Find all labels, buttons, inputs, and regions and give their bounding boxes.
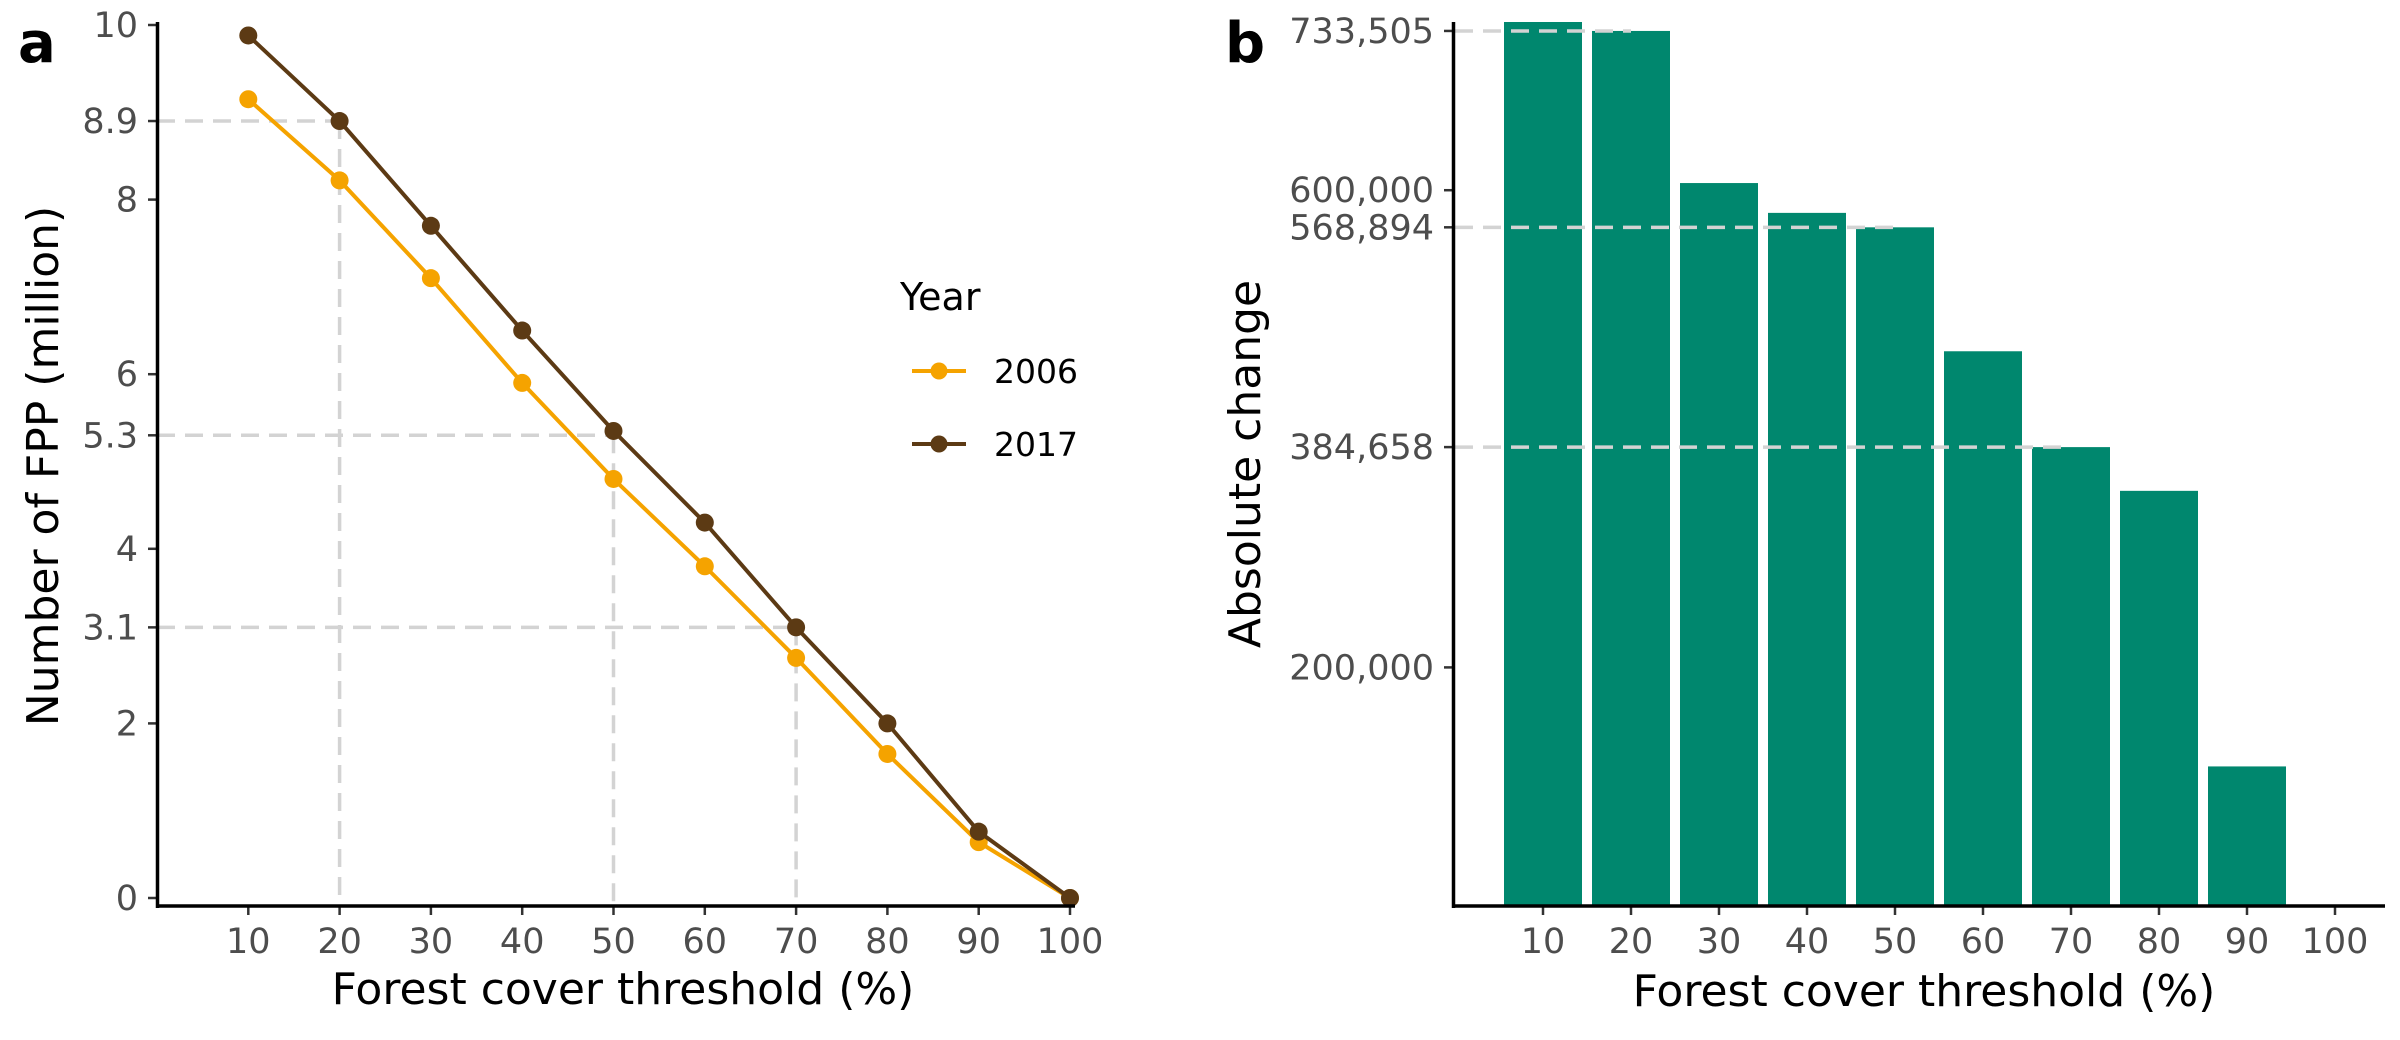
panel-a-y-tick-label-6: 8 — [116, 181, 138, 221]
panel-a-y-tick-label-7: 8.9 — [82, 102, 138, 142]
panel-b-x-tick-label-5: 60 — [1961, 922, 2006, 962]
panel-b-label: b — [1225, 11, 1265, 76]
point-2017-100 — [1061, 889, 1079, 907]
panel-b-x-tick-label-7: 80 — [2137, 922, 2182, 962]
legend-label-2006: 2006 — [994, 352, 1078, 391]
point-2006-60 — [695, 557, 714, 576]
legend-title: Year — [899, 275, 981, 319]
panel-b-x-tick-label-6: 70 — [2049, 922, 2094, 962]
panel-a-guides — [157, 119, 798, 906]
panel-a-y-tick-label-2: 3.1 — [82, 608, 138, 648]
panel-b-bars — [1504, 22, 2286, 907]
point-2006-10 — [239, 90, 258, 109]
point-2006-70 — [787, 648, 806, 667]
bar-90 — [2208, 766, 2286, 906]
panel-a-y-tick-label-4: 5.3 — [82, 416, 138, 456]
panel-a-x-axis-title: Forest cover threshold (%) — [332, 964, 915, 1015]
panel-b-x-tick-label-3: 40 — [1785, 922, 1830, 962]
bar-20 — [1592, 30, 1670, 906]
panel-a-x-tick-label-8: 90 — [956, 922, 1001, 962]
panel-a-y-tick-label-5: 6 — [116, 355, 138, 395]
panel-a-y-tick-label-3: 4 — [116, 530, 138, 570]
bar-30 — [1680, 183, 1758, 907]
bar-80 — [2120, 490, 2198, 906]
panel-a-x-tick-label-4: 50 — [591, 922, 636, 962]
panel-b-x-tick-label-1: 20 — [1609, 922, 1654, 962]
panel-b-y-tick-label-4: 733,505 — [1289, 12, 1434, 52]
point-2006-40 — [513, 373, 532, 392]
panel-a-x-tick-label-2: 30 — [409, 922, 454, 962]
point-2006-50 — [604, 469, 623, 488]
panel-a-x-tick-label-5: 60 — [683, 922, 728, 962]
panel-b-y-tick-label-1: 384,658 — [1289, 428, 1434, 468]
point-2017-80 — [878, 714, 897, 733]
point-2006-20 — [330, 171, 349, 190]
panel-a-series — [239, 26, 1079, 907]
panel-a-x-tick-label-0: 10 — [226, 922, 271, 962]
legend-swatch-point-2006 — [930, 362, 948, 380]
point-2017-50 — [604, 421, 623, 440]
panel-a-legend: Year 2006 2017 — [899, 275, 1078, 464]
point-2017-70 — [787, 618, 806, 637]
bar-70 — [2032, 447, 2110, 906]
legend-swatch-point-2017 — [930, 435, 948, 453]
panel-b-x-tick-label-9: 100 — [2302, 922, 2369, 962]
series-line-2006 — [246, 97, 1072, 900]
panel-a-y-tick-label-0: 0 — [116, 879, 138, 919]
panel-b-x-tick-label-0: 10 — [1521, 922, 1566, 962]
panel-a-x-tick-label-9: 100 — [1037, 922, 1104, 962]
panel-b-guides — [1455, 29, 2071, 449]
panel-b-x-axis-title: Forest cover threshold (%) — [1633, 966, 2216, 1017]
point-2017-10 — [239, 26, 258, 45]
panel-a-x-tick-label-1: 20 — [317, 922, 362, 962]
point-2017-20 — [330, 112, 349, 131]
panel-a-y-axis-title: Number of FPP (million) — [18, 206, 69, 726]
panel-b-y-axis-title: Absolute change — [1220, 280, 1271, 648]
panel-a-y-tick-label-8: 10 — [93, 6, 138, 46]
point-2017-60 — [695, 513, 714, 532]
point-2017-30 — [421, 216, 440, 235]
panel-b-y-tick-label-0: 200,000 — [1289, 648, 1434, 688]
panel-a-ticks: 0 2 3.1 4 5.3 6 8 8.9 10 10 20 30 40 50 60 70 80 90 100 — [82, 6, 1103, 962]
legend-label-2017: 2017 — [994, 425, 1078, 464]
panel-b-x-tick-label-4: 50 — [1873, 922, 1918, 962]
point-2017-40 — [513, 321, 532, 340]
bar-10 — [1504, 22, 1582, 906]
point-2006-30 — [421, 269, 440, 288]
panel-a-y-tick-label-1: 2 — [116, 704, 138, 744]
panel-a-x-tick-label-7: 80 — [865, 922, 910, 962]
panel-b-x-tick-label-8: 90 — [2225, 922, 2270, 962]
point-2006-80 — [878, 744, 897, 763]
point-2017-90 — [969, 822, 988, 841]
series-line-2017 — [246, 34, 1072, 900]
bar-50 — [1856, 227, 1934, 906]
bar-40 — [1768, 212, 1846, 906]
panel-b-x-tick-label-2: 30 — [1697, 922, 1742, 962]
panel-a-label: a — [18, 11, 56, 76]
bar-60 — [1944, 351, 2022, 906]
panel-b-y-tick-label-2: 568,894 — [1289, 208, 1434, 248]
panel-b-y-tick-label-3: 600,000 — [1289, 171, 1434, 211]
panel-a-x-tick-label-6: 70 — [774, 922, 819, 962]
panel-a-x-tick-label-3: 40 — [500, 922, 545, 962]
